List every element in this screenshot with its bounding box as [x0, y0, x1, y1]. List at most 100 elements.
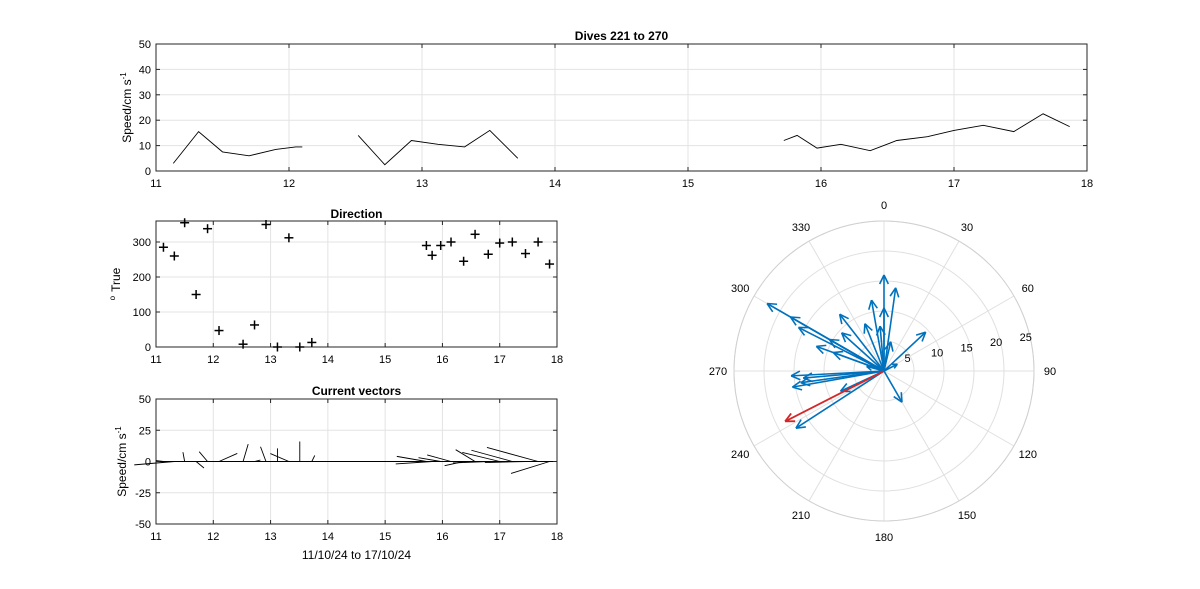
- direction-point: [446, 237, 456, 247]
- speed-line-layer: [172, 113, 1070, 166]
- compass-arrow: [795, 370, 885, 429]
- speed-line-segment: [357, 129, 519, 166]
- vector-stick: [182, 452, 186, 462]
- vectors-panel: 11 12 13 14 15 16 17 18 -50 -25 0 25 50 Current vec…: [114, 384, 563, 562]
- compass-arrow: [838, 313, 885, 372]
- x-tick-label: 14: [322, 531, 334, 543]
- compass-arrow-head: [889, 341, 894, 352]
- compass-arrow-head: [839, 383, 848, 392]
- compass-ring: [763, 250, 1005, 492]
- vectors-title: Current vectors: [312, 384, 402, 398]
- speed-y-label-text: Speed/cm s: [120, 79, 134, 142]
- direction-point: [191, 290, 201, 299]
- compass-arrow-head: [792, 386, 803, 391]
- direction-point: [238, 339, 248, 349]
- direction-y-label: o True: [108, 267, 123, 300]
- x-tick-label: 15: [379, 354, 391, 366]
- compass-arrow-head: [889, 287, 897, 297]
- x-tick-label: 18: [551, 354, 563, 366]
- y-tick-label: 40: [139, 64, 151, 76]
- x-tick-label: 14: [549, 178, 561, 190]
- vectors-stick-layer: [134, 441, 557, 474]
- direction-point: [214, 326, 224, 336]
- direction-point: [495, 238, 505, 248]
- vector-stick: [418, 457, 441, 462]
- compass-angle-label: 0: [881, 200, 887, 212]
- vectors-y-label-text: Speed/cm s: [115, 433, 129, 496]
- y-tick-label: 50: [139, 39, 151, 51]
- vector-stick: [134, 461, 175, 466]
- compass-angle-label: 240: [731, 449, 749, 461]
- compass-arrow-head: [868, 299, 873, 310]
- compass-arrow-shaft: [791, 370, 885, 377]
- vectors-y-label: Speed/cm s-1: [114, 426, 129, 497]
- compass-arrow-head: [838, 314, 843, 325]
- vector-stick: [198, 451, 208, 462]
- direction-point: [436, 241, 446, 250]
- y-tick-label: -25: [135, 488, 151, 500]
- direction-point: [533, 237, 543, 247]
- vector-stick: [444, 461, 464, 467]
- compass-arrow-shaft: [883, 370, 903, 403]
- vector-stick: [462, 451, 500, 462]
- compass-arrow-shaft: [795, 370, 885, 429]
- vector-stick: [396, 455, 427, 462]
- compass-angle-label: 180: [875, 532, 893, 544]
- y-tick-label: 0: [145, 342, 151, 354]
- speed-grid: [155, 43, 1088, 172]
- direction-y-label-text: True: [109, 267, 123, 292]
- vector-stick: [484, 461, 526, 463]
- direction-point: [203, 224, 213, 234]
- x-tick-label: 13: [416, 178, 428, 190]
- compass-arrow-head: [915, 331, 926, 336]
- compass-arrow-head: [790, 370, 801, 377]
- compass-angle-labels: 0 30 60 90 120 150 180 210 240 270 300 330: [709, 200, 1056, 544]
- compass-spoke: [883, 295, 1015, 372]
- compass-radius-label: 5: [904, 353, 910, 365]
- direction-point: [272, 342, 282, 352]
- direction-y-label-prefix: o: [108, 295, 117, 300]
- x-tick-label: 12: [207, 531, 219, 543]
- vectors-y-ticks: -50 -25 0 25 50: [135, 394, 557, 531]
- direction-point: [158, 242, 168, 252]
- compass-angle-label: 270: [709, 366, 727, 378]
- compass-arrow-head: [878, 274, 885, 285]
- compass-angle-label: 300: [731, 283, 749, 295]
- vector-stick: [452, 461, 489, 464]
- direction-point: [427, 250, 437, 260]
- compass-arrow-shaft: [839, 313, 885, 372]
- vector-stick: [510, 461, 550, 474]
- compass-radius-label: 20: [990, 337, 1002, 349]
- speed-panel: 11 12 13 14 15 16 17 18 0 10 20 30 40 50 Dives 221 t…: [119, 29, 1093, 190]
- x-tick-label: 12: [207, 354, 219, 366]
- direction-panel: 11 12 13 14 15 16 17 18 0 100 200 300 Direction oT…: [108, 207, 563, 366]
- speed-y-label: Speed/cm s-1: [119, 72, 134, 143]
- y-tick-label: 0: [145, 166, 151, 178]
- compass-arrow-head: [795, 419, 802, 429]
- compass-angle-label: 330: [792, 222, 810, 234]
- direction-y-ticks: 0 100 200 300: [133, 237, 557, 354]
- compass-arrow-shaft: [864, 323, 885, 372]
- compass-arrow-head: [767, 302, 778, 306]
- compass-outer-ring: [733, 220, 1035, 522]
- compass-arrow-head: [870, 299, 878, 309]
- y-tick-label: 20: [139, 115, 151, 127]
- direction-point: [250, 320, 260, 330]
- compass-arrow-shaft: [883, 341, 892, 372]
- direction-point: [169, 251, 179, 261]
- compass-arrow-head: [790, 375, 801, 381]
- compass-arrow-head: [883, 341, 892, 351]
- vectors-x-label: 11/10/24 to 17/10/24: [302, 548, 412, 562]
- compass-arrow-layer: [766, 274, 927, 429]
- compass-arrow-head: [833, 350, 844, 354]
- compass-arrow-head: [894, 287, 900, 298]
- y-tick-label: 100: [133, 307, 151, 319]
- compass-arrow: [878, 274, 890, 371]
- compass-arrow-head: [893, 395, 903, 403]
- compass-spoke: [808, 370, 885, 502]
- compass-arrow-head: [816, 344, 827, 348]
- compass-arrow-shaft: [870, 299, 885, 372]
- x-tick-label: 13: [264, 531, 276, 543]
- compass-angle-label: 210: [792, 510, 810, 522]
- y-tick-label: 10: [139, 141, 151, 153]
